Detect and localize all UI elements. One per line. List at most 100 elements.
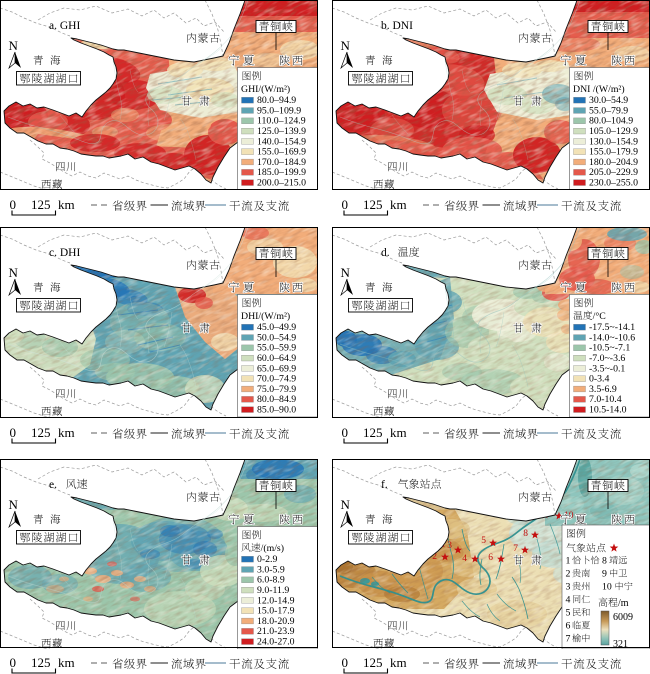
- svg-text:8: 8: [602, 556, 607, 567]
- svg-text:140.0–154.9: 140.0–154.9: [257, 136, 306, 147]
- svg-text:185.0–199.9: 185.0–199.9: [257, 167, 306, 178]
- svg-text:12.0-14.9: 12.0-14.9: [257, 595, 295, 606]
- svg-text:125: 125: [363, 655, 383, 670]
- svg-text:30.0–54.9: 30.0–54.9: [589, 95, 628, 106]
- svg-text:80.0–104.9: 80.0–104.9: [589, 116, 633, 127]
- svg-text:0-3.4: 0-3.4: [589, 374, 610, 385]
- svg-text:c. DHI: c. DHI: [49, 247, 80, 259]
- svg-text:0: 0: [342, 425, 349, 440]
- svg-text:N: N: [341, 497, 351, 512]
- svg-text:155.0–179.9: 155.0–179.9: [589, 147, 638, 158]
- svg-text:N: N: [9, 497, 19, 512]
- svg-text:km: km: [58, 197, 75, 212]
- svg-text:-10.5~-7.1: -10.5~-7.1: [589, 343, 630, 354]
- svg-text:N: N: [341, 38, 351, 53]
- svg-text:95.0–109.9: 95.0–109.9: [257, 105, 301, 116]
- svg-text:3.0-5.9: 3.0-5.9: [257, 564, 285, 575]
- svg-text:0: 0: [10, 197, 17, 212]
- svg-text:180.0–204.9: 180.0–204.9: [589, 157, 638, 168]
- svg-text:/°C: /°C: [593, 311, 606, 322]
- svg-text:7: 7: [513, 544, 518, 554]
- svg-text:N: N: [9, 38, 19, 53]
- svg-text:2: 2: [566, 569, 571, 580]
- svg-text:10: 10: [602, 582, 612, 593]
- svg-text:3: 3: [566, 582, 571, 593]
- svg-text:10.5-14.0: 10.5-14.0: [589, 405, 627, 416]
- svg-text:5: 5: [481, 536, 486, 546]
- svg-text:0: 0: [10, 655, 17, 670]
- svg-text:3.5-6.9: 3.5-6.9: [589, 384, 617, 395]
- svg-text:170.0–184.9: 170.0–184.9: [257, 157, 306, 168]
- svg-text:0: 0: [342, 197, 349, 212]
- svg-text:6: 6: [566, 621, 571, 632]
- svg-text:80.0–84.9: 80.0–84.9: [257, 394, 296, 405]
- svg-text:e.: e.: [49, 479, 57, 491]
- svg-text:6.0-8.9: 6.0-8.9: [257, 575, 285, 586]
- svg-text:-3.5~-0.1: -3.5~-0.1: [589, 363, 625, 374]
- svg-text:9: 9: [602, 569, 607, 580]
- svg-text:85.0–90.0: 85.0–90.0: [257, 405, 296, 416]
- svg-text:200.0–215.0: 200.0–215.0: [257, 178, 306, 189]
- svg-text:/(m/s): /(m/s): [261, 543, 284, 554]
- svg-text:55.0–79.9: 55.0–79.9: [589, 105, 628, 116]
- svg-text:km: km: [58, 655, 75, 670]
- svg-text:6009: 6009: [613, 612, 633, 623]
- svg-text:b. DNI: b. DNI: [381, 20, 413, 32]
- svg-text:f.: f.: [381, 479, 388, 491]
- svg-text:km: km: [390, 197, 407, 212]
- svg-text:1: 1: [566, 556, 571, 567]
- svg-text:110.0–124.9: 110.0–124.9: [257, 116, 306, 127]
- svg-text:24.0-27.0: 24.0-27.0: [257, 637, 295, 648]
- svg-text:125: 125: [31, 425, 51, 440]
- svg-text:130.0–154.9: 130.0–154.9: [589, 136, 638, 147]
- svg-text:N: N: [9, 265, 19, 280]
- svg-text:9.0-11.9: 9.0-11.9: [257, 585, 289, 596]
- svg-text:50.0–54.9: 50.0–54.9: [257, 332, 296, 343]
- svg-text:2: 2: [432, 552, 437, 562]
- svg-text:-14.0~-10.6: -14.0~-10.6: [589, 332, 635, 343]
- svg-text:15.0-17.9: 15.0-17.9: [257, 606, 295, 617]
- svg-text:d.: d.: [381, 247, 390, 259]
- svg-text:km: km: [58, 425, 75, 440]
- svg-text:km: km: [390, 655, 407, 670]
- svg-text:60.0–64.9: 60.0–64.9: [257, 353, 296, 364]
- svg-text:55.0–59.9: 55.0–59.9: [257, 343, 296, 354]
- svg-text:155.0–169.9: 155.0–169.9: [257, 147, 306, 158]
- svg-text:-17.5~-14.1: -17.5~-14.1: [589, 322, 635, 333]
- svg-text:0-2.9: 0-2.9: [257, 554, 278, 565]
- svg-text:DNI /(W/m²): DNI /(W/m²): [573, 84, 625, 95]
- svg-text:70.0–74.9: 70.0–74.9: [257, 374, 296, 385]
- svg-text:125: 125: [31, 655, 51, 670]
- svg-text:7.0-10.4: 7.0-10.4: [589, 394, 622, 405]
- svg-text:230.0–255.0: 230.0–255.0: [589, 178, 638, 189]
- svg-text:125.0–139.9: 125.0–139.9: [257, 126, 306, 137]
- svg-text:GHI/(W/m²): GHI/(W/m²): [241, 84, 290, 95]
- svg-text:80.0–94.9: 80.0–94.9: [257, 95, 296, 106]
- svg-text:-7.0~-3.6: -7.0~-3.6: [589, 353, 625, 364]
- svg-text:6: 6: [488, 553, 493, 563]
- svg-text:4: 4: [462, 554, 467, 564]
- svg-text:321: 321: [613, 639, 628, 650]
- svg-text:125: 125: [363, 197, 383, 212]
- svg-text:8: 8: [523, 529, 528, 539]
- svg-text:km: km: [390, 425, 407, 440]
- svg-text:N: N: [341, 265, 351, 280]
- svg-text:125: 125: [363, 425, 383, 440]
- svg-text:5: 5: [566, 608, 571, 619]
- svg-text:45.0–49.9: 45.0–49.9: [257, 322, 296, 333]
- svg-text:DHI/(W/m²): DHI/(W/m²): [241, 311, 290, 322]
- svg-text:a. GHI: a. GHI: [49, 20, 80, 32]
- svg-text:18.0-20.9: 18.0-20.9: [257, 616, 295, 627]
- svg-text:/m: /m: [618, 598, 629, 609]
- svg-text:21.0-23.9: 21.0-23.9: [257, 626, 295, 637]
- svg-text:125: 125: [31, 197, 51, 212]
- svg-text:65.0–69.9: 65.0–69.9: [257, 363, 296, 374]
- svg-text:205.0–229.9: 205.0–229.9: [589, 167, 638, 178]
- svg-text:7: 7: [566, 634, 571, 645]
- svg-text:3: 3: [447, 541, 452, 551]
- svg-text:4: 4: [566, 595, 571, 606]
- svg-text:0: 0: [342, 655, 349, 670]
- svg-text:105.0–129.9: 105.0–129.9: [589, 126, 638, 137]
- svg-text:75.0–79.9: 75.0–79.9: [257, 384, 296, 395]
- svg-text:0: 0: [10, 425, 17, 440]
